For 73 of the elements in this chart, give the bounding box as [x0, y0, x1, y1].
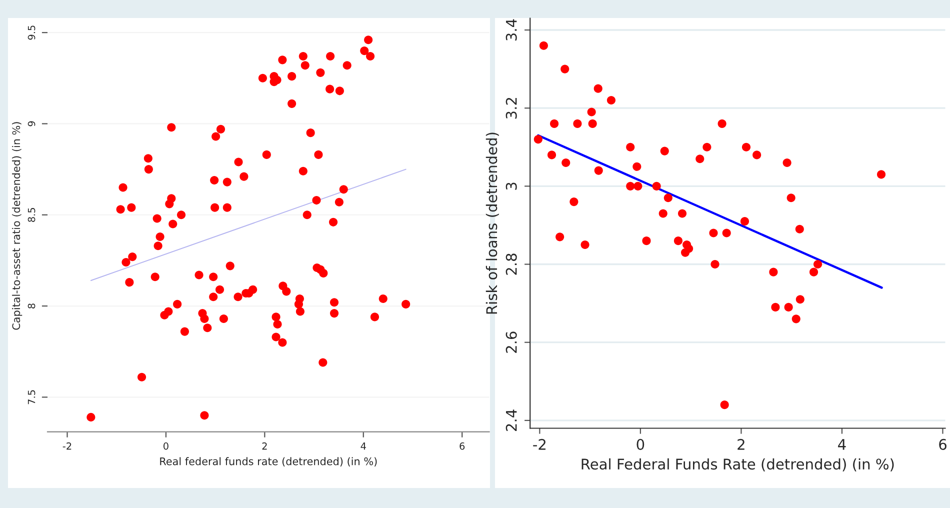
point	[696, 154, 704, 164]
point	[652, 182, 661, 190]
point	[658, 209, 668, 218]
point	[782, 158, 792, 168]
point	[594, 84, 602, 93]
point	[570, 198, 578, 206]
point	[573, 119, 582, 128]
y-tick-label: 2.6	[506, 332, 517, 353]
x-tick-label: -2	[62, 442, 72, 450]
point	[534, 135, 542, 144]
x-tick-label: 2	[262, 442, 267, 450]
point	[771, 302, 780, 312]
y-tick-label: 2.8	[506, 254, 517, 275]
point	[710, 260, 720, 269]
point	[680, 248, 690, 257]
point	[769, 268, 778, 276]
point	[626, 142, 635, 152]
point	[740, 217, 750, 226]
point	[796, 295, 804, 304]
point	[547, 150, 556, 160]
point	[632, 162, 642, 171]
y-tick-label: 2.4	[506, 410, 517, 431]
point	[814, 260, 822, 269]
point	[809, 268, 818, 276]
x-tick-label: 6	[939, 438, 946, 450]
x-tick-label: 4	[360, 442, 366, 450]
point	[539, 41, 548, 50]
x-axis-title: Real Federal Funds Rate (detrended) (in %)	[582, 458, 894, 472]
y-tick-label: 8.5	[28, 208, 36, 222]
x-tick-label: -2	[533, 438, 546, 450]
point	[786, 194, 796, 202]
y-tick-label: 7.5	[28, 390, 36, 404]
x-tick-label: 0	[164, 442, 168, 450]
point	[702, 142, 712, 152]
point	[606, 96, 616, 105]
point	[587, 108, 596, 116]
point	[722, 228, 731, 238]
point	[562, 158, 570, 168]
point	[674, 236, 683, 246]
point	[876, 170, 886, 179]
point	[660, 146, 669, 156]
point	[784, 302, 793, 312]
point	[550, 119, 559, 128]
point	[792, 314, 800, 324]
y-tick-label: 3	[506, 182, 517, 190]
x-axis-title: Real federal funds rate (detrended) (in %)	[160, 457, 377, 466]
y-tick-label: 8	[28, 304, 36, 308]
point	[556, 232, 564, 242]
point	[594, 166, 603, 175]
x-tick-label: 0	[636, 438, 644, 450]
point	[709, 228, 718, 238]
point	[752, 150, 762, 160]
x-tick-label: 2	[738, 438, 744, 450]
point	[588, 119, 597, 128]
y-axis-title: Capital-to-asset ratio (detrended) (in %)	[12, 122, 22, 330]
x-tick-label: 6	[460, 442, 465, 450]
x-tick-label: 4	[838, 439, 846, 450]
point	[580, 240, 590, 250]
point	[718, 119, 726, 128]
point	[720, 400, 729, 410]
point	[560, 64, 570, 74]
point	[642, 236, 651, 246]
y-tick-label: 3.4	[506, 19, 517, 40]
point	[742, 142, 751, 152]
y-tick-label: 9.5	[28, 26, 36, 40]
point	[795, 224, 804, 234]
point	[634, 182, 642, 190]
y-axis-title: Risk of loans (detrended)	[486, 132, 499, 314]
point	[664, 194, 672, 202]
y-tick-label: 3.2	[506, 98, 517, 119]
point	[626, 182, 635, 190]
point	[678, 209, 687, 218]
y-tick-label: 9	[28, 121, 36, 126]
